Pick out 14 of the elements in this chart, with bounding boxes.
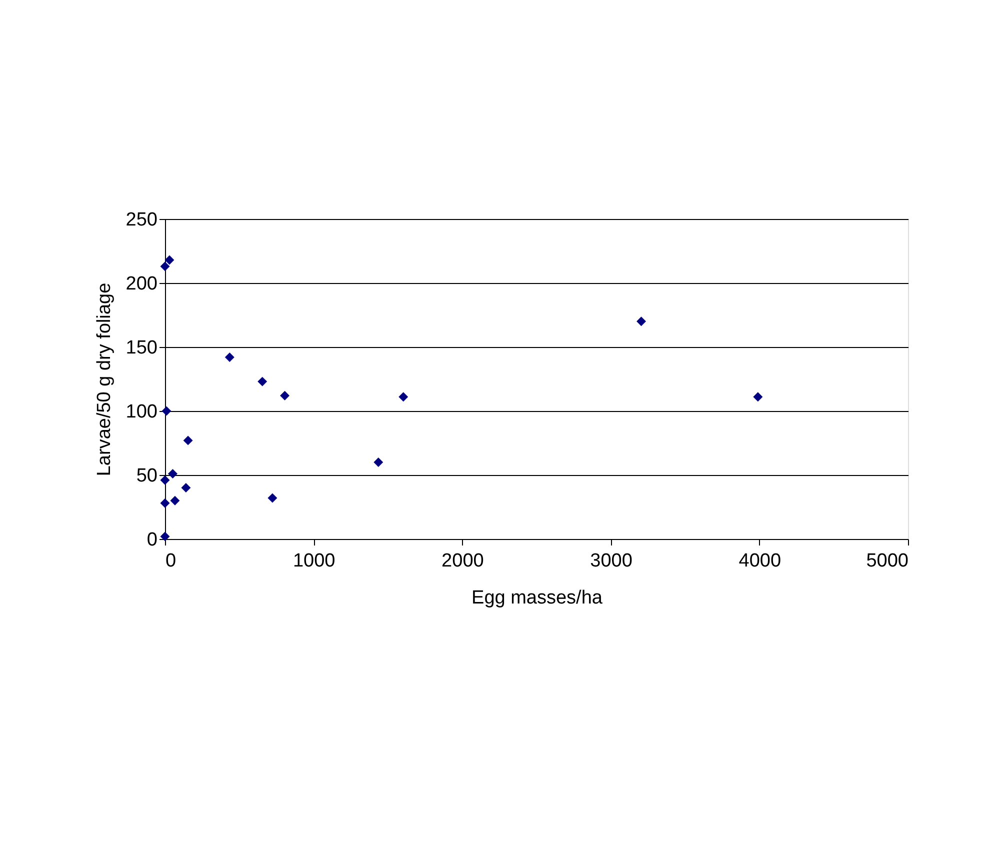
x-tick-label: 0 <box>166 550 176 572</box>
y-tick-label: 150 <box>126 338 158 358</box>
x-tick-label: 3000 <box>590 550 632 572</box>
x-tick-label: 5000 <box>866 550 908 572</box>
y-tick-label: 50 <box>136 466 158 486</box>
y-tick-label: 200 <box>126 274 158 294</box>
x-axis-title: Egg masses/ha <box>472 588 603 608</box>
y-axis-title: Larvae/50 g dry foliage <box>94 282 115 476</box>
y-tick-label: 250 <box>126 210 158 230</box>
x-tick-label: 2000 <box>442 550 484 572</box>
x-tick-label: 4000 <box>738 550 782 572</box>
x-tick-label: 1000 <box>292 550 336 572</box>
y-tick-label: 100 <box>126 402 158 422</box>
y-tick-label: 0 <box>146 530 158 550</box>
